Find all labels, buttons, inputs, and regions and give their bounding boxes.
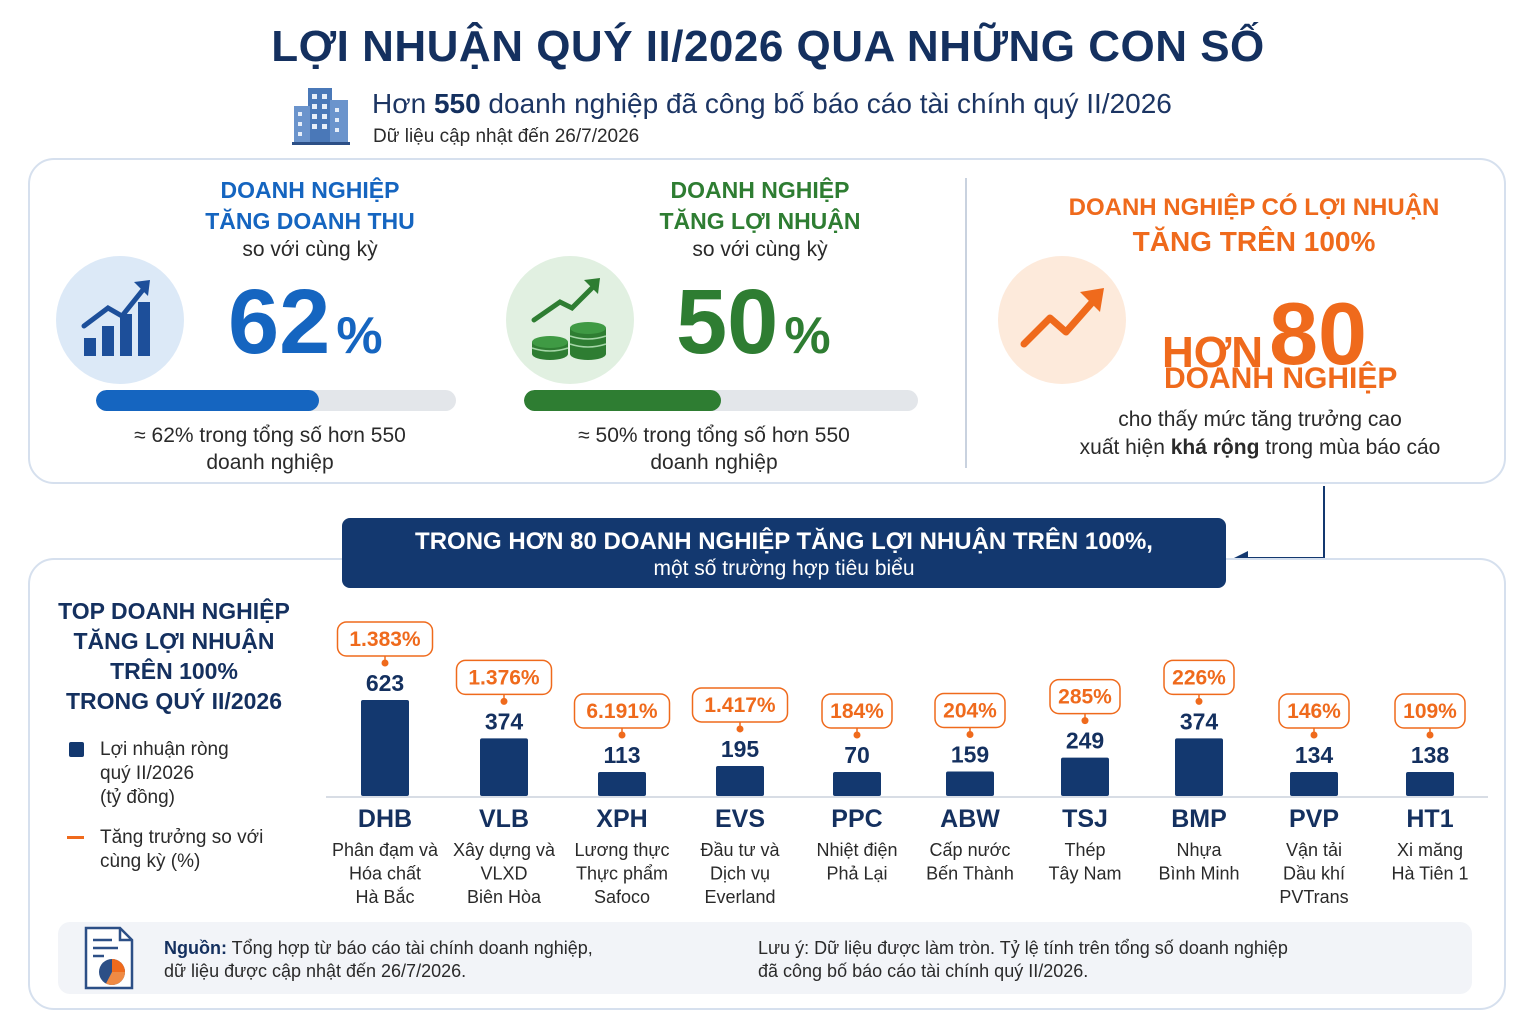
kpi-revenue-sub: so với cùng kỳ [242, 238, 378, 261]
highlight-icon-bg [998, 256, 1126, 384]
kpi-revenue-heading: DOANH NGHIỆP TĂNG DOANH THU [205, 177, 415, 234]
kpi-profit-progress-fill [524, 390, 721, 411]
highlight-unit: DOANH NGHIỆP [1164, 362, 1398, 395]
footer-source: Nguồn: Tổng hợp từ báo cáo tài chính doa… [164, 938, 593, 981]
rising-bar-chart-icon [81, 280, 150, 356]
footer-note: Lưu ý: Dữ liệu được làm tròn. Tỷ lệ tính… [758, 938, 1288, 981]
report-document-icon [84, 926, 134, 990]
legend-growth-swatch [67, 836, 84, 839]
kpi-profit-value: 50% [676, 271, 831, 373]
buildings-icon [292, 88, 350, 145]
kpi-profit-icon-bg [506, 256, 634, 384]
subtitle: Hơn 550 doanh nghiệp đã công bố báo cáo … [372, 88, 1172, 119]
section-banner: TRONG HƠN 80 DOANH NGHIỆP TĂNG LỢI NHUẬN… [342, 518, 1226, 588]
top-companies-title: TOP DOANH NGHIỆP TĂNG LỢI NHUẬN TRÊN 100… [58, 598, 290, 714]
highlight-heading: DOANH NGHIỆP CÓ LỢI NHUẬN TĂNG TRÊN 100% [1068, 194, 1440, 257]
highlight-note: cho thấy mức tăng trưởng cao xuất hiện k… [1079, 408, 1441, 459]
legend-growth-label: Tăng trưởng so với cùng kỳ (%) [100, 827, 264, 872]
update-date: Dữ liệu cập nhật đến 26/7/2026 [373, 126, 640, 147]
legend-profit-swatch [69, 742, 84, 757]
kpi-profit-heading: DOANH NGHIỆP TĂNG LỢI NHUẬN [659, 177, 861, 234]
trend-up-icon [1020, 288, 1104, 348]
kpi-profit-progress [524, 390, 918, 411]
kpi-revenue-value: 62% [228, 271, 383, 373]
kpi-panel [28, 158, 1506, 484]
page-title: LỢI NHUẬN QUÝ II/2026 QUA NHỮNG CON SỐ [271, 22, 1265, 71]
kpi-revenue-note: ≈ 62% trong tổng số hơn 550 doanh nghiệp [134, 424, 406, 474]
coins-growth-icon [531, 278, 607, 360]
kpi-revenue-progress [96, 390, 456, 411]
kpi-revenue-progress-fill [96, 390, 320, 411]
kpi-profit-note: ≈ 50% trong tổng số hơn 550 doanh nghiệp [578, 424, 850, 474]
footer-box [58, 922, 1472, 994]
legend-profit-label: Lợi nhuận ròng quý II/2026 (tỷ đồng) [100, 739, 229, 808]
highlight-value: HƠN80 [1162, 284, 1367, 383]
divider [965, 178, 967, 468]
kpi-profit-sub: so với cùng kỳ [692, 238, 828, 261]
